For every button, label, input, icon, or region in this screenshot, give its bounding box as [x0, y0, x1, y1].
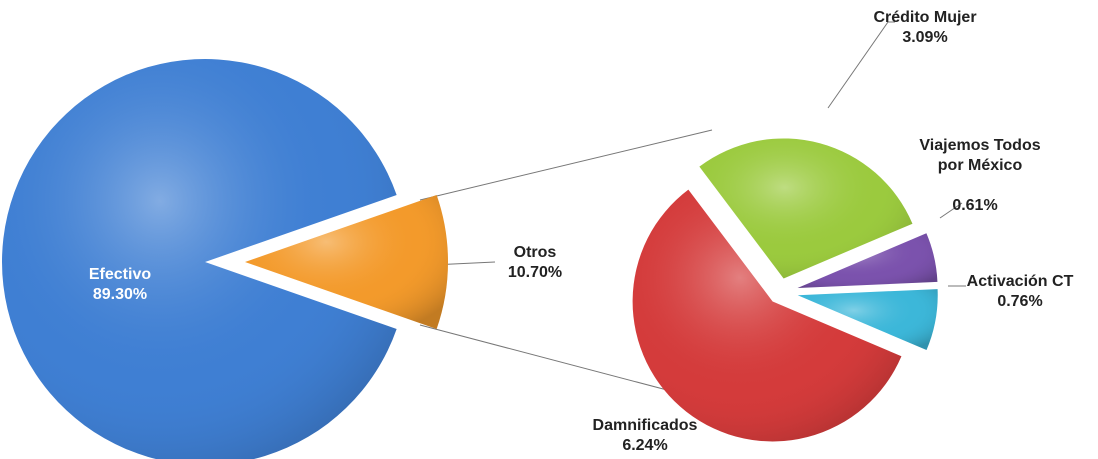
slice-label: Damnificados 6.24% — [580, 416, 710, 456]
slice-label: Activación CT 0.76% — [955, 272, 1085, 312]
category-name: Viajemos Todos por México — [919, 137, 1041, 174]
category-name: Activación CT — [966, 273, 1074, 290]
category-name: Otros — [513, 244, 557, 261]
value-label: 10.70% — [507, 264, 563, 281]
slice-shading — [245, 195, 449, 329]
slice-label: Crédito Mujer 3.09% — [860, 8, 990, 48]
connector-line — [419, 324, 706, 401]
value-label: 0.76% — [997, 293, 1043, 310]
slice-shading — [797, 233, 938, 289]
value-label: 6.24% — [622, 437, 668, 454]
value-label: 89.30% — [92, 286, 148, 303]
category-name: Crédito Mujer — [873, 9, 977, 26]
category-name: Efectivo — [88, 266, 152, 283]
slice-label: Otros 10.70% — [475, 243, 595, 283]
connector-line — [419, 129, 713, 201]
slice-shading — [699, 138, 913, 279]
slice-label: Efectivo 89.30% — [60, 265, 180, 305]
slice-label: Viajemos Todos por México — [915, 136, 1045, 176]
slice-shading — [632, 189, 902, 442]
slice-shading — [1, 59, 397, 459]
leader-line — [939, 202, 963, 219]
value-label: 3.09% — [902, 29, 948, 46]
leader-line — [827, 21, 895, 109]
value-label: 0.61% — [952, 197, 998, 214]
slice-shading — [797, 289, 938, 351]
category-name: Damnificados — [592, 417, 698, 434]
